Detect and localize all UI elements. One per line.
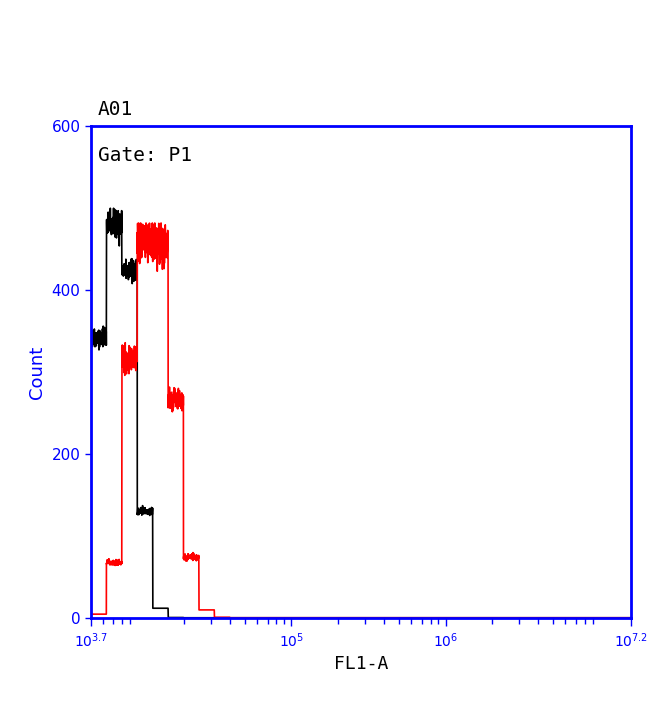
Text: Gate: P1: Gate: P1 [98,146,192,165]
X-axis label: FL1-A: FL1-A [333,655,388,673]
Text: A01: A01 [98,100,133,119]
Y-axis label: Count: Count [28,345,46,399]
